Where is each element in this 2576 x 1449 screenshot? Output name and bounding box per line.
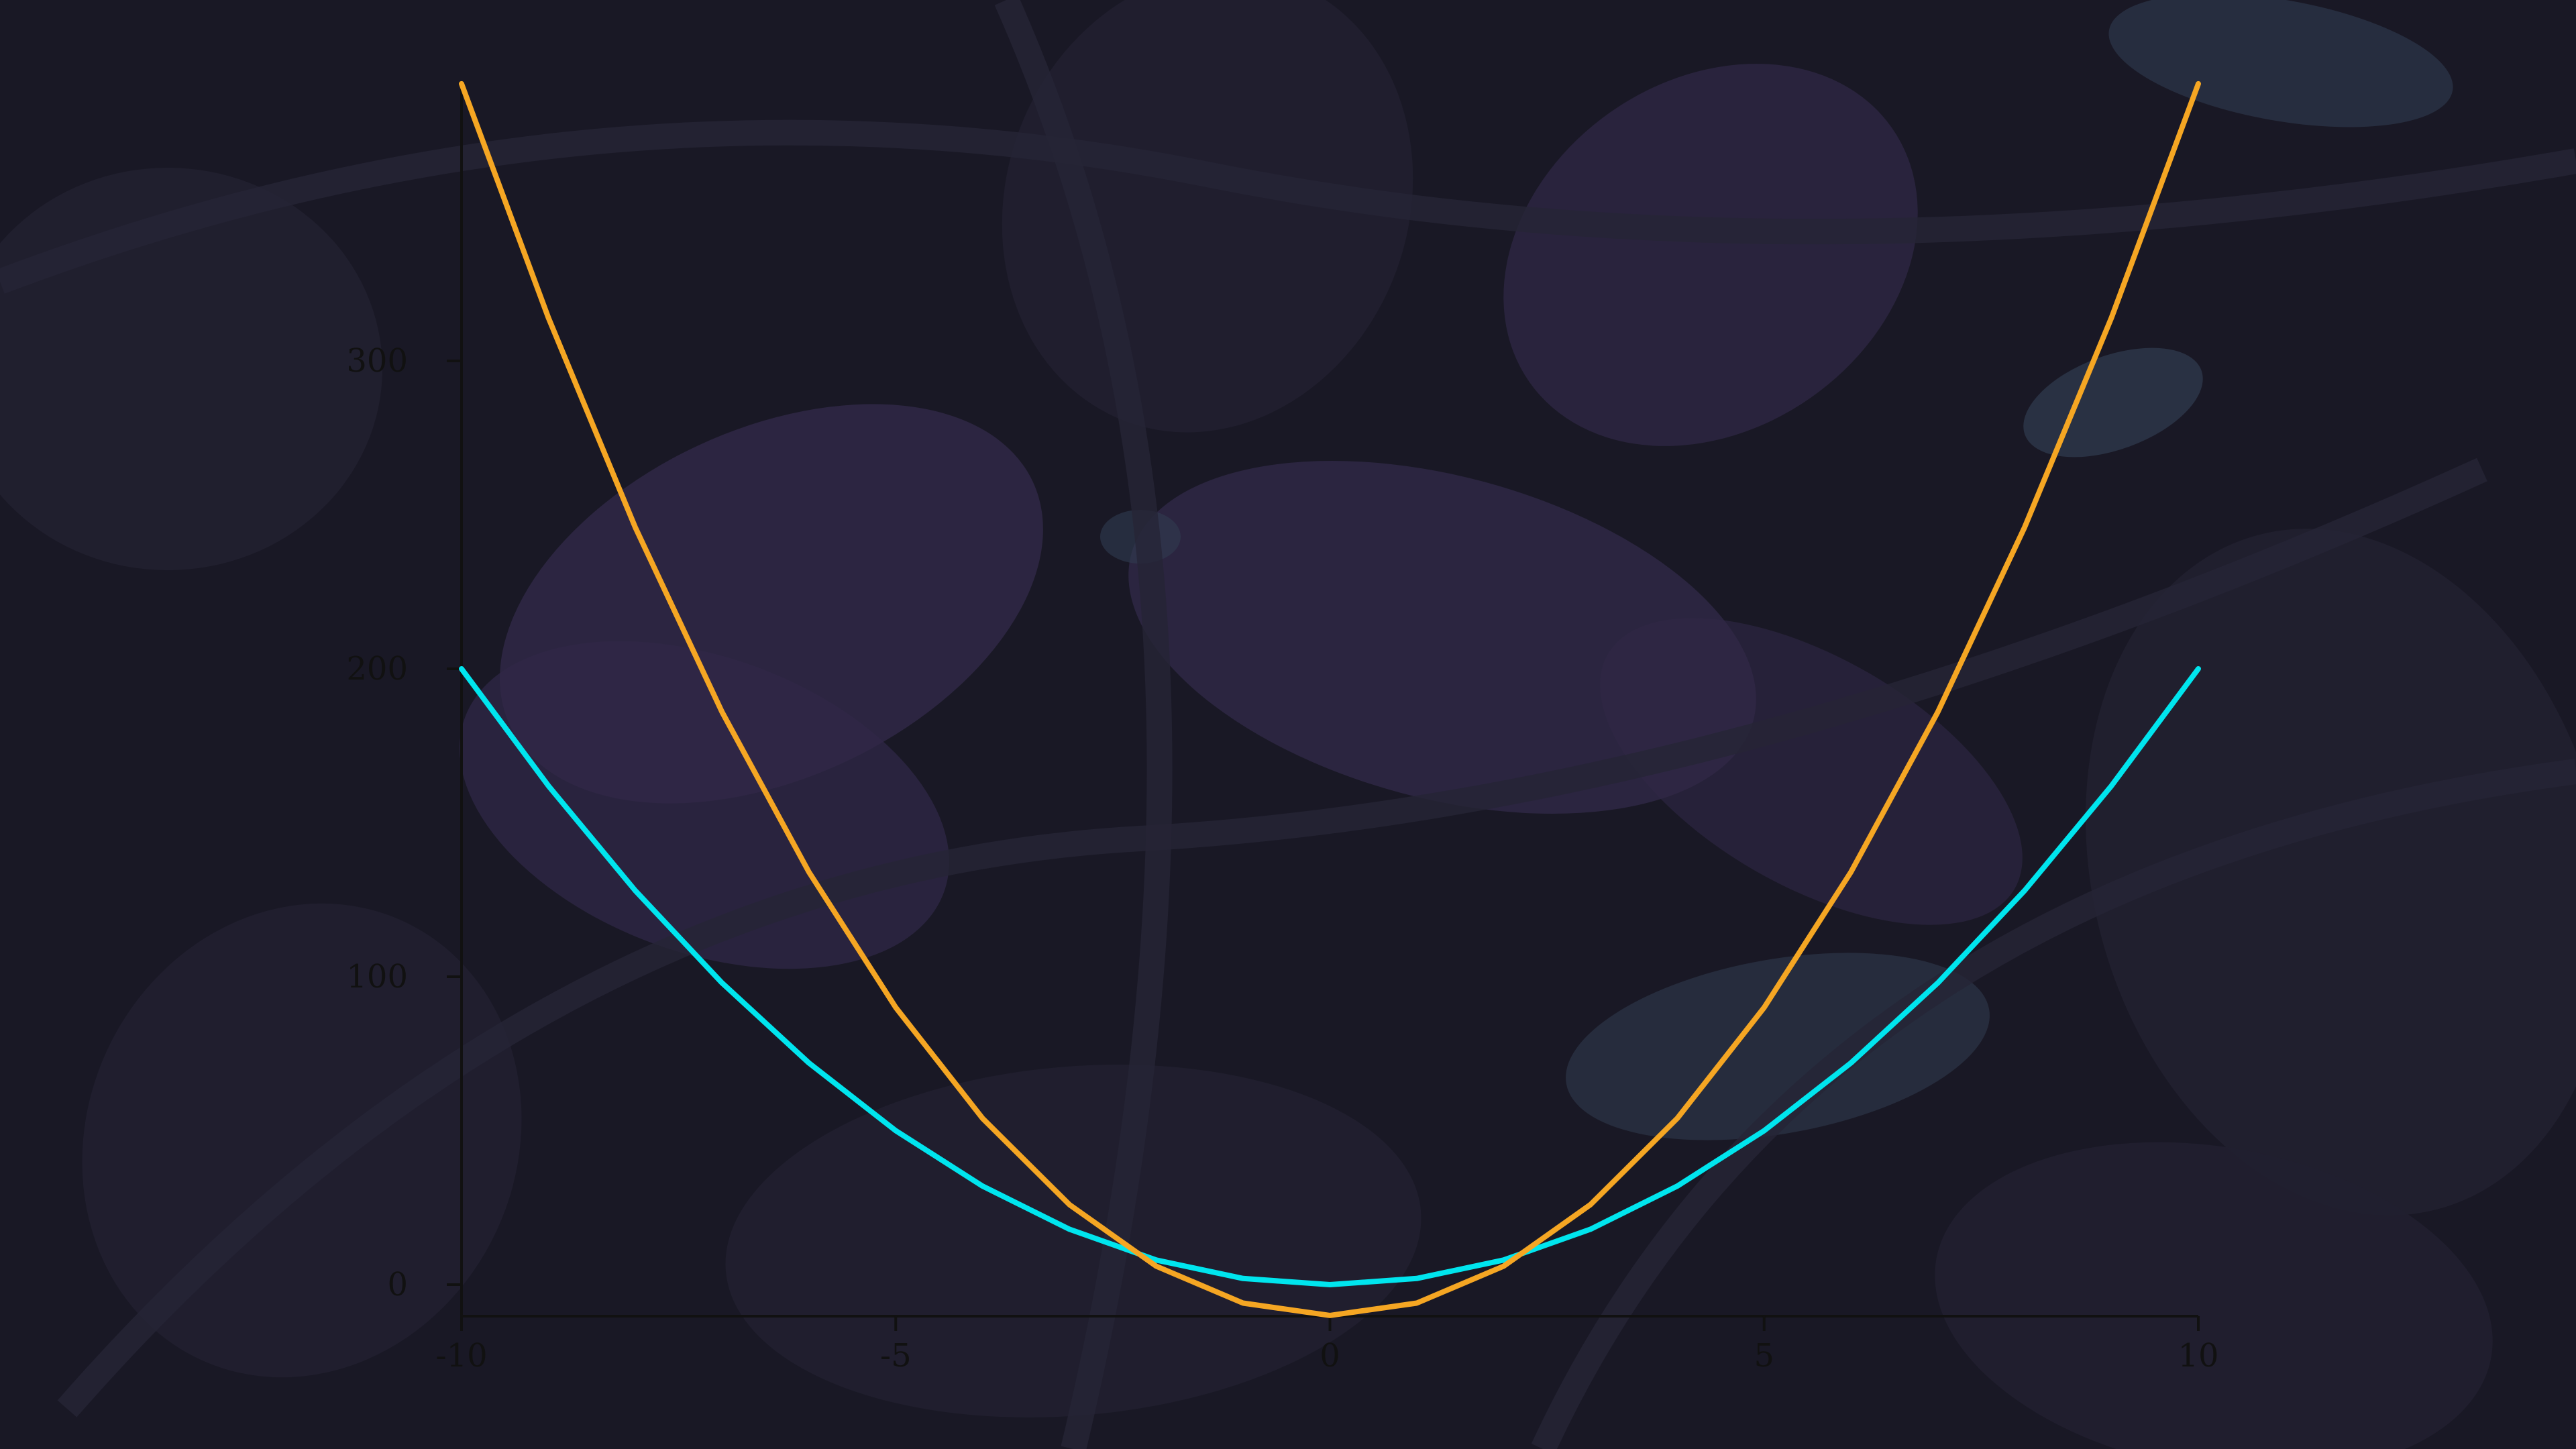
foliage-leaf <box>0 168 382 570</box>
foliage-leaf <box>1935 1142 2493 1449</box>
foliage-leaf <box>2023 347 2203 458</box>
y-tick-label: 0 <box>387 1266 408 1303</box>
x-tick-label: 5 <box>1754 1337 1774 1375</box>
foliage-stem <box>0 119 2576 294</box>
x-tick-label: -10 <box>435 1337 487 1375</box>
x-tick-label: 10 <box>2178 1337 2218 1375</box>
foliage-leaf <box>1128 460 1756 814</box>
series-line-1 <box>459 666 2201 1287</box>
foliage-leaf <box>1566 953 1990 1140</box>
y-tick-label: 200 <box>346 650 408 688</box>
foliage-leaf <box>1600 618 2023 925</box>
foliage-leaf <box>725 1065 1421 1417</box>
y-tick-label: 100 <box>346 958 408 996</box>
foliage-leaf <box>82 903 522 1378</box>
y-tick-label: 300 <box>346 342 408 380</box>
x-tick-label: 0 <box>1320 1337 1340 1375</box>
foliage-stem <box>994 0 1173 1449</box>
foliage-leaf <box>2086 529 2576 1216</box>
foliage-stem <box>1531 759 2576 1449</box>
x-tick-label: -5 <box>880 1337 912 1375</box>
foliage-leaf <box>1503 64 1918 446</box>
series-line-2 <box>459 80 2201 1318</box>
foliage-stem <box>57 458 2487 1417</box>
series-lines <box>459 80 2201 1318</box>
